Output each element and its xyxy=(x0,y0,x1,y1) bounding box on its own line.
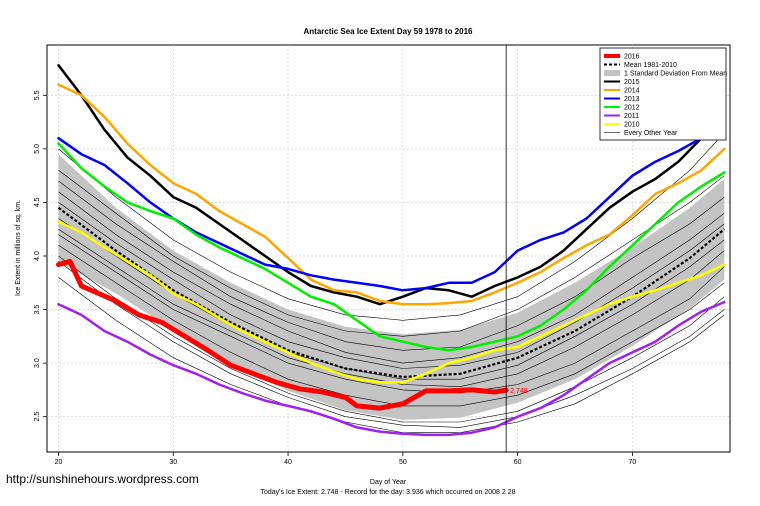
x-tick-label-0: 20 xyxy=(55,459,63,466)
series-line-2011 xyxy=(57,300,726,437)
other-year-line-0 xyxy=(58,234,725,394)
series-line-2016 xyxy=(56,258,509,411)
y-axis-label: Ice Extent in millions of sq. km. xyxy=(15,200,22,296)
x-tick-label-4: 60 xyxy=(514,459,522,466)
legend-label-4: 2014 xyxy=(624,88,640,95)
footer-caption: Today's Ice Extent: 2.748 - Record for t… xyxy=(260,489,515,496)
other-year-line-8 xyxy=(58,180,725,351)
other-year-line-9 xyxy=(58,261,725,428)
legend-label-5: 2013 xyxy=(624,96,640,103)
x-tick-label-2: 40 xyxy=(284,459,292,466)
legend-label-2: 1 Standard Deviation From Mean xyxy=(624,71,727,78)
legend-label-1: Mean 1981-2010 xyxy=(624,62,677,69)
y-tick-label-1: 3.0 xyxy=(34,358,41,368)
series-line-2012 xyxy=(57,142,726,352)
legend-label-0: 2016 xyxy=(624,54,640,61)
y-tick-label-2: 3.5 xyxy=(34,305,41,315)
x-axis: 20 30 40 50 60 70 xyxy=(55,452,637,466)
y-tick-label-3: 4.0 xyxy=(34,251,41,261)
series-line-2015 xyxy=(57,64,726,306)
legend-label-9: Every Other Year xyxy=(624,130,678,137)
series-line-2014 xyxy=(57,83,726,306)
y-tick-label-0: 2.5 xyxy=(34,412,41,422)
series-line-2010 xyxy=(57,220,726,384)
legend-label-6: 2012 xyxy=(624,105,640,112)
watermark-url: http://sunshinehours.wordpress.com xyxy=(6,472,199,486)
legend-label-7: 2011 xyxy=(624,113,639,120)
sd-band xyxy=(58,154,725,420)
other-year-line-1 xyxy=(58,191,725,364)
other-year-line-3 xyxy=(58,170,725,337)
y-tick-label-6: 5.5 xyxy=(34,90,41,100)
x-axis-label: Day of Year xyxy=(370,479,407,486)
x-tick-label-1: 30 xyxy=(169,459,177,466)
series-lines: 2.748 xyxy=(56,64,726,437)
other-year-line-10 xyxy=(58,202,725,369)
x-tick-label-5: 70 xyxy=(629,459,637,466)
legend-swatch-2 xyxy=(604,70,620,76)
chart-title: Antarctic Sea Ice Extent Day 59 1978 to … xyxy=(304,27,474,36)
y-tick-label-5: 5.0 xyxy=(34,144,41,154)
other-year-line-6 xyxy=(58,132,725,321)
y-tick-label-4: 4.5 xyxy=(34,197,41,207)
legend-box xyxy=(599,47,727,141)
series-line-2013 xyxy=(57,124,726,292)
legend-label-8: 2010 xyxy=(624,122,640,129)
sd-band-area xyxy=(58,154,725,420)
other-year-line-11 xyxy=(58,228,725,388)
y-axis: 2.5 3.0 3.5 4.0 4.5 5.0 5.5 xyxy=(34,90,47,422)
legend-label-3: 2015 xyxy=(624,79,640,86)
other-year-line-2 xyxy=(58,255,725,423)
end-value-label: 2.748 xyxy=(510,388,528,395)
x-tick-label-3: 50 xyxy=(399,459,407,466)
